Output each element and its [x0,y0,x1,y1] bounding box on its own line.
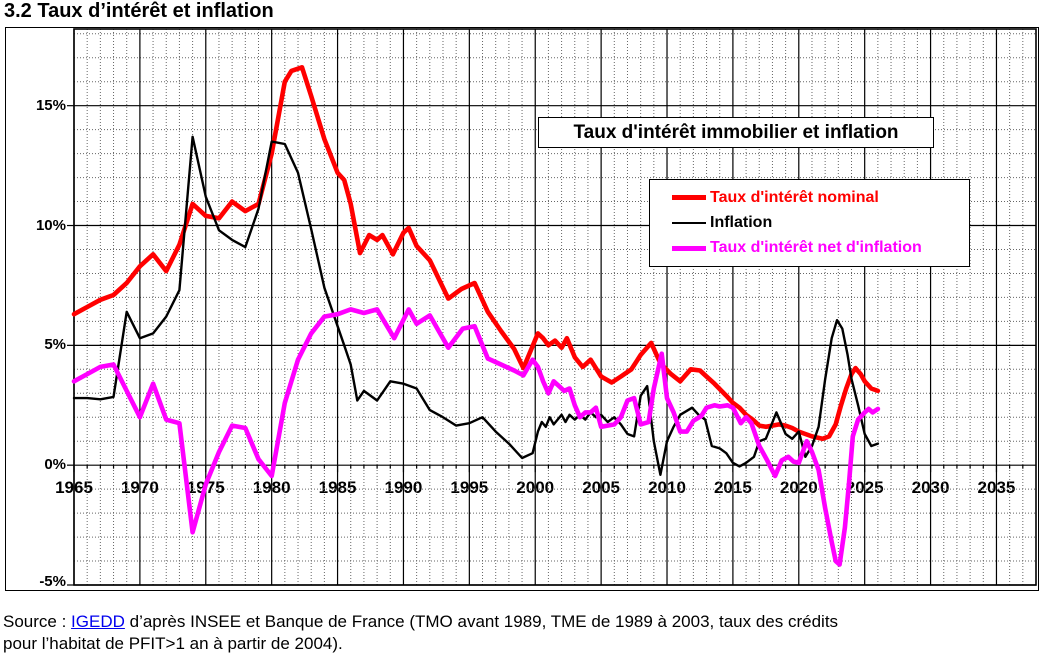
legend-label: Taux d'intérêt nominal [710,188,879,206]
legend-line-swatch [672,221,706,225]
legend-item-2: Taux d'intérêt net d'inflation [672,239,965,257]
page-title: 3.2 Taux d’intérêt et inflation [4,0,274,22]
legend-line-swatch [672,246,706,251]
chart-title-box: Taux d'intérêt immobilier et inflation [538,117,934,148]
source-link[interactable]: IGEDD [71,612,125,631]
chart-title: Taux d'intérêt immobilier et inflation [573,121,899,143]
source-note: Source : IGEDD d’après INSEE et Banque d… [3,611,1043,655]
y-axis-label: 0% [44,456,66,474]
y-axis-label: -5% [39,573,66,590]
chart-legend: Taux d'intérêt nominal Inflation Taux d'in… [649,179,970,267]
chart-canvas [67,28,1037,586]
legend-item-0: Taux d'intérêt nominal [672,189,965,207]
source-text-line2: pour l’habitat de PFIT>1 an à partir de … [3,634,343,653]
legend-item-1: Inflation [672,214,965,232]
legend-line-swatch [672,195,706,200]
y-axis-label: 5% [44,336,66,354]
y-axis-label: 15% [35,96,66,114]
y-axis-label: 10% [35,216,66,234]
legend-label: Taux d'intérêt net d'inflation [710,239,922,257]
source-text: d’après INSEE et Banque de France (TMO a… [124,612,839,631]
series-line-1 [72,135,880,476]
plot-border [73,28,1037,586]
legend-label: Inflation [710,213,773,231]
chart-frame: Taux d'intérêt immobilier et inflation T… [5,27,1039,591]
series-line-2 [71,307,881,567]
source-prefix: Source : [3,612,72,631]
